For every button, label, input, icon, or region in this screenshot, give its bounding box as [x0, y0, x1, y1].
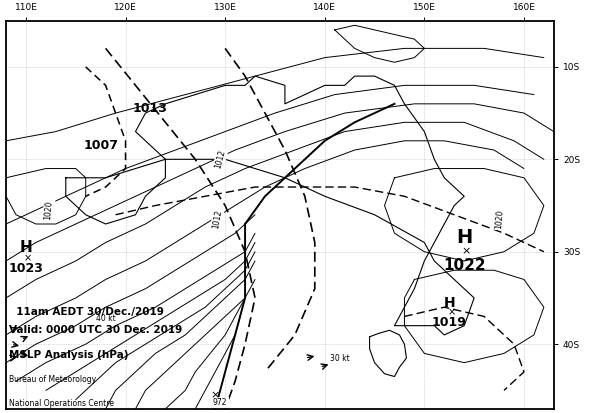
- Text: 1019: 1019: [432, 316, 467, 330]
- Text: 972: 972: [213, 398, 228, 407]
- Text: 1023: 1023: [8, 262, 43, 275]
- Text: ×: ×: [24, 253, 32, 263]
- Text: 40 kt: 40 kt: [96, 314, 116, 323]
- Text: H: H: [456, 228, 473, 247]
- Text: 1022: 1022: [443, 258, 485, 273]
- Text: Bureau of Meteorology: Bureau of Meteorology: [9, 375, 96, 384]
- Text: 30 kt: 30 kt: [330, 354, 350, 363]
- Text: H: H: [444, 296, 455, 310]
- Text: ×: ×: [211, 390, 220, 400]
- Text: H: H: [20, 240, 33, 254]
- Text: MSLP Analysis (hPa): MSLP Analysis (hPa): [9, 350, 129, 360]
- Text: 1012: 1012: [211, 209, 223, 230]
- Text: 1020: 1020: [43, 200, 54, 220]
- Text: Valid: 0000 UTC 30 Dec. 2019: Valid: 0000 UTC 30 Dec. 2019: [9, 325, 182, 335]
- Text: 1020: 1020: [494, 209, 504, 229]
- Text: 11am AEDT 30/Dec./2019: 11am AEDT 30/Dec./2019: [9, 307, 164, 317]
- Text: ×: ×: [447, 308, 455, 318]
- Text: 1013: 1013: [133, 102, 168, 115]
- Text: ×: ×: [462, 247, 471, 257]
- Text: National Operations Centre: National Operations Centre: [9, 399, 114, 408]
- Text: 1012: 1012: [213, 149, 227, 170]
- Text: 1007: 1007: [83, 139, 118, 152]
